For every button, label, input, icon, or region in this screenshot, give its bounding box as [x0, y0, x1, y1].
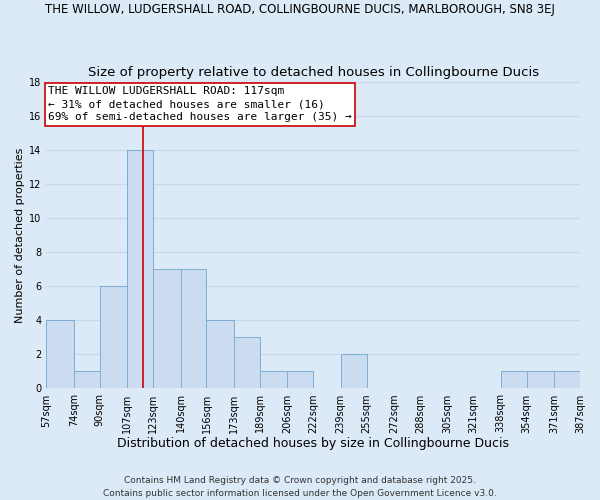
Text: Contains HM Land Registry data © Crown copyright and database right 2025.
Contai: Contains HM Land Registry data © Crown c… — [103, 476, 497, 498]
Bar — [260, 372, 287, 388]
Bar — [206, 320, 234, 388]
Title: Size of property relative to detached houses in Collingbourne Ducis: Size of property relative to detached ho… — [88, 66, 539, 78]
Text: THE WILLOW, LUDGERSHALL ROAD, COLLINGBOURNE DUCIS, MARLBOROUGH, SN8 3EJ: THE WILLOW, LUDGERSHALL ROAD, COLLINGBOU… — [45, 2, 555, 16]
Bar — [287, 372, 313, 388]
Bar — [127, 150, 153, 388]
Bar — [527, 372, 554, 388]
Bar — [46, 320, 74, 388]
Bar — [234, 338, 260, 388]
Bar — [554, 372, 580, 388]
Bar — [341, 354, 367, 388]
Bar — [153, 270, 181, 388]
Bar — [501, 372, 527, 388]
Bar — [181, 270, 206, 388]
X-axis label: Distribution of detached houses by size in Collingbourne Ducis: Distribution of detached houses by size … — [117, 437, 509, 450]
Text: THE WILLOW LUDGERSHALL ROAD: 117sqm
← 31% of detached houses are smaller (16)
69: THE WILLOW LUDGERSHALL ROAD: 117sqm ← 31… — [48, 86, 352, 122]
Bar — [100, 286, 127, 388]
Bar — [74, 372, 100, 388]
Y-axis label: Number of detached properties: Number of detached properties — [15, 148, 25, 323]
